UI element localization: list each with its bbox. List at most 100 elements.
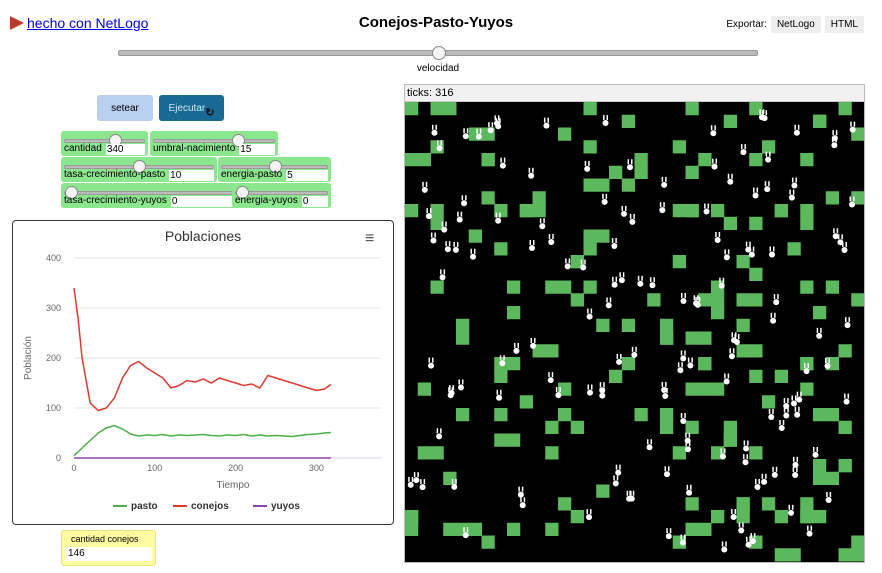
rabbit-icon — [745, 241, 752, 253]
grass-patch — [711, 293, 725, 307]
grass-patch — [443, 522, 457, 536]
grass-patch — [456, 408, 470, 422]
grass-patch — [634, 153, 648, 167]
grass-patch — [430, 216, 444, 230]
grass-patch — [545, 344, 559, 358]
rabbit-icon — [825, 492, 832, 504]
grass-patch — [749, 369, 763, 383]
grass-patch — [583, 178, 597, 192]
netlogo-link[interactable]: hecho con NetLogo — [10, 15, 148, 31]
rabbit-icon — [618, 272, 625, 284]
rabbit-icon — [723, 249, 730, 261]
rabbit-icon — [499, 355, 506, 367]
grass-patch — [405, 510, 419, 524]
slider-knob[interactable] — [133, 160, 146, 173]
rabbit-icon — [841, 241, 848, 253]
slider-tasa-crecimiento-pasto[interactable]: tasa-crecimiento-pasto 10 — [61, 157, 217, 182]
rabbit-icon — [519, 497, 526, 509]
rabbit-icon — [764, 181, 771, 193]
slider-value[interactable]: 5 — [286, 170, 328, 181]
speed-slider[interactable] — [118, 46, 758, 60]
slider-energia-pasto[interactable]: energia-pasto 5 — [218, 157, 331, 182]
rabbit-icon — [831, 137, 838, 149]
grass-patch — [545, 522, 559, 536]
slider-knob[interactable] — [65, 186, 78, 199]
slider-energia-yuyos[interactable]: energia-yuyos 0 — [232, 183, 331, 208]
grass-patch — [825, 471, 839, 485]
grass-patch — [749, 267, 763, 281]
slider-knob[interactable] — [231, 134, 245, 147]
rabbit-icon — [548, 234, 555, 246]
rabbit-icon — [754, 478, 761, 490]
grass-patch — [558, 127, 572, 141]
slider-value[interactable]: 0 — [301, 196, 328, 207]
grass-patch — [545, 446, 559, 460]
grass-patch — [711, 306, 725, 320]
grass-patch — [634, 408, 648, 422]
rabbit-icon — [611, 276, 618, 288]
rabbit-icon — [649, 277, 656, 289]
export-netlogo-button[interactable]: NetLogo — [770, 16, 821, 33]
setup-button[interactable]: setear — [97, 95, 153, 121]
rabbit-icon — [661, 381, 668, 393]
grass-patch — [800, 216, 814, 230]
export-html-button[interactable]: HTML — [824, 16, 864, 33]
menu-icon[interactable]: ≡ — [365, 230, 374, 247]
legend-pasto: pasto — [131, 501, 158, 512]
rabbit-icon — [599, 382, 606, 394]
grass-patch — [660, 420, 674, 434]
slider-value[interactable]: 10 — [169, 170, 214, 181]
x-tick-label: 100 — [147, 463, 162, 473]
grass-patch — [621, 357, 635, 371]
speed-knob[interactable] — [432, 46, 446, 60]
world-view[interactable]: ticks: 316 — [404, 84, 865, 563]
rabbit-icon — [680, 292, 687, 304]
grass-patch — [800, 204, 814, 218]
rabbit-icon — [444, 241, 451, 253]
grass-patch — [507, 306, 521, 320]
grass-patch — [800, 510, 814, 524]
grass-patch — [545, 420, 559, 434]
slider-value[interactable]: 15 — [239, 144, 275, 155]
grass-patch — [660, 318, 674, 332]
grass-patch — [596, 318, 610, 332]
rabbit-icon — [803, 363, 810, 375]
grass-patch — [570, 293, 584, 307]
go-button[interactable]: Ejecutar ↻ — [159, 95, 224, 121]
slider-track — [221, 160, 328, 173]
grass-patch — [456, 318, 470, 332]
slider-track — [64, 186, 328, 199]
rabbit-icon — [727, 173, 734, 185]
grass-patch — [481, 191, 495, 205]
forever-icon: ↻ — [205, 106, 215, 119]
rabbit-icon — [761, 473, 768, 485]
world-canvas[interactable] — [405, 102, 865, 562]
slider-cantidad[interactable]: cantidad 340 — [61, 131, 148, 156]
grass-patch — [813, 306, 827, 320]
rabbit-icon — [796, 391, 803, 403]
slider-label: tasa-crecimiento-pasto — [64, 169, 166, 180]
grass-patch — [494, 369, 508, 383]
slider-track — [64, 134, 145, 147]
grass-patch — [519, 204, 533, 218]
rabbit-icon — [436, 428, 443, 440]
plot-svg: Poblaciones ≡ 0 100 200 300 400 0 100 200 300 Tiemp… — [23, 228, 381, 512]
grass-patch — [838, 102, 852, 116]
rabbit-icon — [627, 159, 634, 171]
rabbit-icon — [605, 297, 612, 309]
grass-patch — [405, 102, 419, 116]
slider-umbral-nacimiento[interactable]: umbral-nacimiento 15 — [150, 131, 278, 156]
y-axis-label: Población — [23, 336, 34, 380]
slider-value[interactable]: 340 — [105, 144, 145, 155]
slider-knob[interactable] — [268, 160, 282, 173]
series-conejos — [73, 287, 332, 412]
grass-patch — [430, 446, 444, 460]
grass-patch — [813, 510, 827, 524]
slider-knob[interactable] — [236, 186, 249, 199]
rabbit-icon — [832, 228, 839, 240]
grass-patch — [698, 382, 712, 396]
speed-label: velocidad — [416, 63, 460, 74]
rabbit-icon — [441, 221, 448, 233]
rabbit-icon — [742, 454, 749, 466]
grass-patch — [787, 548, 801, 562]
